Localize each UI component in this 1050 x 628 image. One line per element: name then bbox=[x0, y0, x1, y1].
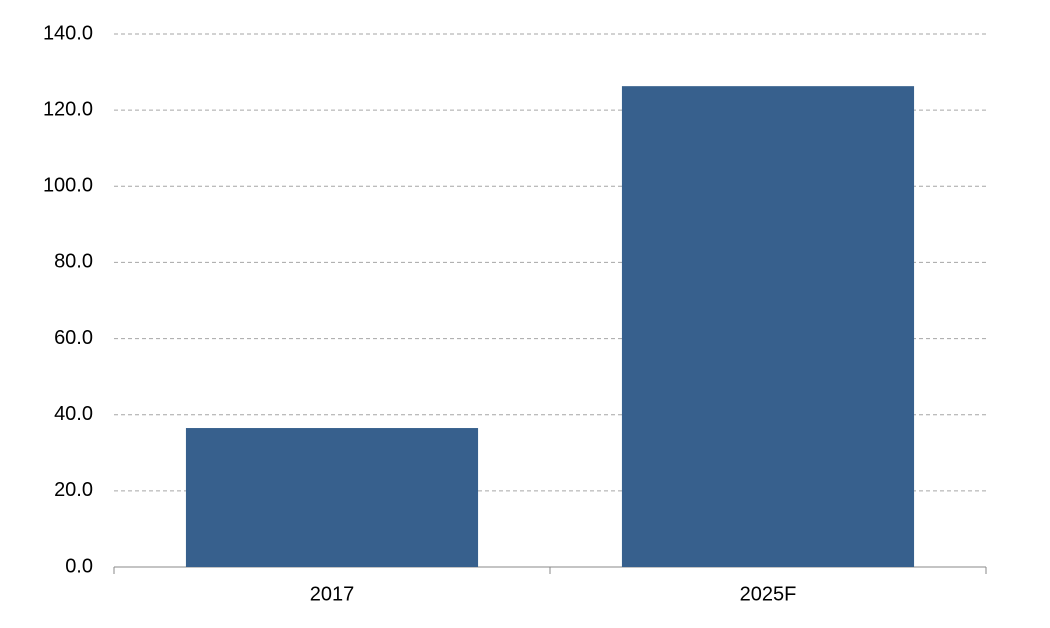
y-tick-label: 40.0 bbox=[54, 403, 93, 425]
y-tick-label: 20.0 bbox=[54, 479, 93, 501]
bar bbox=[621, 86, 915, 567]
y-tick-label: 120.0 bbox=[43, 98, 93, 120]
x-tick-label: 2025F bbox=[740, 583, 797, 605]
y-tick-label: 80.0 bbox=[54, 251, 93, 273]
y-tick-label: 0.0 bbox=[65, 555, 93, 577]
x-tick-label: 2017 bbox=[310, 583, 355, 605]
y-tick-label: 60.0 bbox=[54, 327, 93, 349]
y-tick-label: 100.0 bbox=[43, 175, 93, 197]
bar bbox=[185, 428, 479, 567]
y-tick-label: 140.0 bbox=[43, 22, 93, 44]
